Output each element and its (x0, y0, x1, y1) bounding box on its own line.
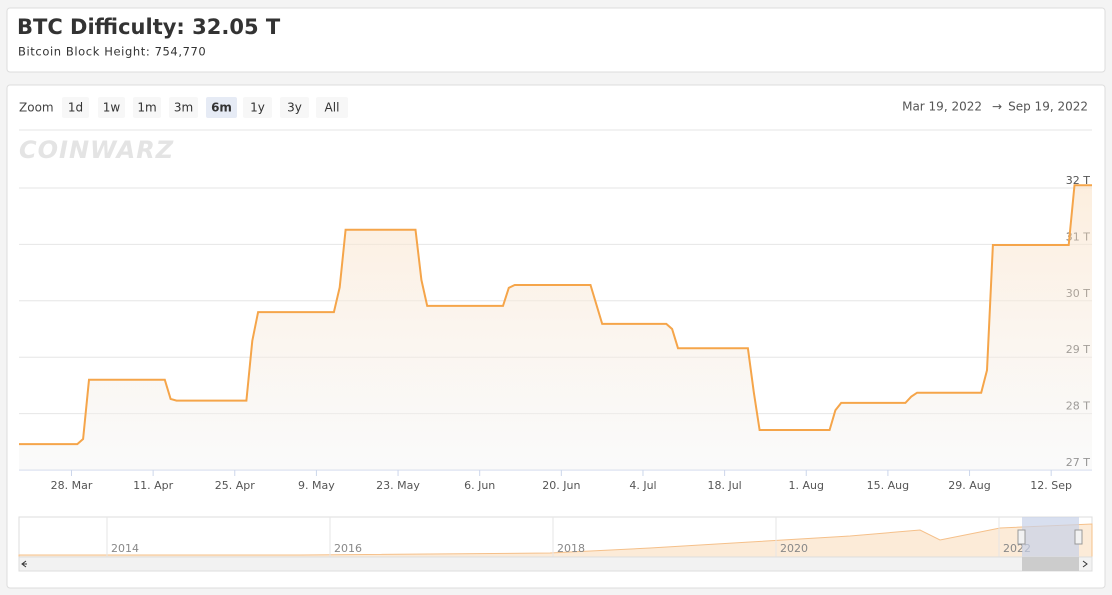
navigator-series (18, 523, 1093, 558)
scrollbar-track[interactable] (18, 556, 1093, 572)
x-tick-label: 25. Apr (215, 479, 255, 492)
zoom-button[interactable] (243, 97, 272, 118)
zoom-button-label[interactable]: 3y (287, 101, 302, 115)
watermark: COINWARZ (19, 136, 174, 164)
zoom-button[interactable] (98, 97, 125, 118)
range-arrow: → (992, 100, 1002, 114)
zoom-button[interactable] (316, 97, 348, 118)
x-tick-label: 12. Sep (1030, 479, 1072, 492)
zoom-button-label[interactable]: 6m (211, 101, 232, 115)
x-tick-label: 6. Jun (464, 479, 495, 492)
range-to: Sep 19, 2022 (1008, 100, 1088, 114)
navigator-label: 2018 (557, 542, 585, 555)
navigator-handle-left[interactable] (1017, 529, 1026, 545)
scroll-right[interactable] (1082, 560, 1088, 568)
area (19, 185, 1092, 470)
zoom-button[interactable] (133, 97, 161, 118)
zoom-button[interactable] (169, 97, 198, 118)
x-tick-label: 4. Jul (629, 479, 656, 492)
x-tick-label: 29. Aug (948, 479, 990, 492)
page-subtitle: Bitcoin Block Height: 754,770 (18, 45, 206, 59)
navigator-label: 2020 (780, 542, 808, 555)
zoom-button-label[interactable]: All (325, 101, 340, 115)
zoom-button-label[interactable]: 1y (250, 101, 265, 115)
zoom-button-label[interactable]: 3m (174, 101, 193, 115)
line (19, 184, 1092, 446)
scroll-left[interactable] (21, 560, 27, 568)
zoom-button-label[interactable]: 1m (137, 101, 156, 115)
navigator-window[interactable] (1022, 517, 1079, 557)
x-tick-label: 28. Mar (51, 479, 93, 492)
x-tick-label: 9. May (298, 479, 335, 492)
x-tick-label: 11. Apr (133, 479, 173, 492)
zoom-button[interactable] (62, 97, 89, 118)
zoom-button[interactable] (206, 97, 237, 118)
range-from: Mar 19, 2022 (902, 100, 982, 114)
navigator-label: 2016 (334, 542, 362, 555)
navigator-axis: 2014 2016 2018 2020 2022 (106, 517, 1031, 557)
header-panel (6, 7, 1106, 73)
zoom-button-label[interactable]: 1d (68, 101, 83, 115)
zoom-buttons: 1d 1w 1m 3m 6m 1y 3y All (62, 97, 348, 118)
navigator-handle-right[interactable] (1074, 529, 1083, 545)
zoom-button[interactable] (280, 97, 309, 118)
x-tick-label: 23. May (376, 479, 420, 492)
scrollbar-thumb[interactable] (1022, 557, 1079, 571)
page-title: BTC Difficulty: 32.05 T (17, 15, 281, 39)
zoom-label: Zoom (19, 101, 54, 115)
x-tick-label: 20. Jun (542, 479, 580, 492)
y-tick-label: 32 T (1066, 174, 1090, 187)
navigator-label: 2014 (111, 542, 139, 555)
zoom-button-label[interactable]: 1w (103, 101, 121, 115)
x-tick-label: 1. Aug (789, 479, 824, 492)
x-tick-label: 18. Jul (707, 479, 741, 492)
x-tick-label: 15. Aug (867, 479, 909, 492)
